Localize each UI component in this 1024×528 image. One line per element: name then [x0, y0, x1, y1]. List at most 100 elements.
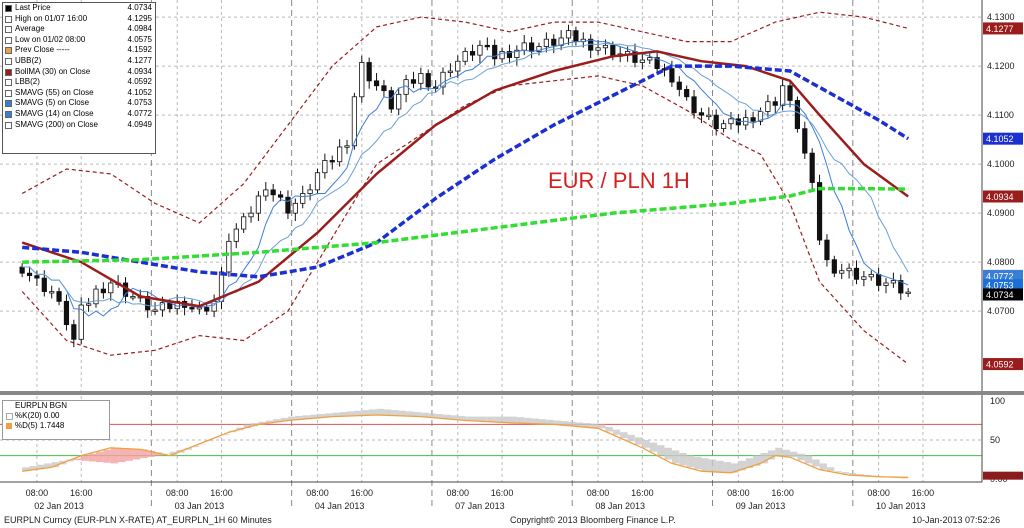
- x-tick-label: 08:00: [587, 488, 610, 498]
- k-label: %K(20): [15, 411, 42, 420]
- osc-fill: [243, 424, 252, 429]
- candle-body: [772, 101, 778, 106]
- osc-fill: [258, 421, 266, 425]
- day-label: 10 Jan 2013: [876, 501, 926, 511]
- osc-fill: [103, 449, 111, 463]
- osc-fill: [29, 466, 37, 471]
- x-tick-label: 08:00: [867, 488, 890, 498]
- osc-fill: [612, 429, 621, 435]
- series-line: [21, 11, 909, 224]
- candle-body: [816, 182, 823, 241]
- candle-body: [159, 302, 166, 311]
- legend-item: SMAVG (200) on Close 4.0949: [3, 120, 155, 131]
- candle-body: [831, 259, 837, 274]
- legend-value: 4.0949: [127, 119, 152, 129]
- osc-fill: [147, 450, 156, 457]
- day-label: 02 Jan 2013: [34, 501, 84, 511]
- candle-body: [905, 291, 911, 294]
- candle-body: [573, 30, 579, 43]
- legend-value: 4.0753: [127, 98, 152, 108]
- osc-value-tag: [983, 471, 1023, 480]
- x-tick-label: 08:00: [26, 488, 49, 498]
- price-tag-label: 4.1052: [986, 134, 1014, 144]
- osc-fill: [568, 421, 576, 426]
- candle-body: [189, 307, 195, 310]
- legend-item: SMAVG (5) on Close 4.0753: [3, 98, 155, 109]
- day-label: 09 Jan 2013: [736, 501, 786, 511]
- osc-fill: [302, 415, 311, 420]
- osc-fill: [716, 460, 724, 472]
- candle-body: [204, 307, 210, 312]
- osc-fill: [36, 464, 45, 470]
- osc-fill: [118, 448, 126, 463]
- candle-body: [300, 193, 306, 204]
- x-tick-label: 08:00: [166, 488, 189, 498]
- candle-body: [410, 79, 417, 84]
- candle-body: [868, 273, 874, 278]
- candle-body: [292, 202, 298, 214]
- candle-body: [469, 51, 476, 56]
- candle-body: [462, 51, 468, 62]
- d-value: 1.7448: [39, 421, 65, 430]
- osc-fill: [155, 452, 163, 456]
- osc-fill: [804, 455, 813, 464]
- candle-body: [418, 73, 424, 84]
- y-tick-label: 4.1200: [987, 61, 1015, 71]
- legend-label: BollMA (30) on Close: [15, 66, 91, 76]
- osc-tick-label: 50: [990, 435, 1000, 445]
- osc-fill: [849, 473, 857, 476]
- candle-body: [314, 172, 321, 191]
- legend-value: 4.1277: [127, 55, 152, 65]
- osc-fill: [88, 453, 96, 462]
- candle-body: [809, 152, 815, 183]
- osc-fill: [206, 440, 215, 442]
- osc-fill: [664, 447, 672, 460]
- candle-body: [684, 89, 690, 98]
- candle-body: [780, 85, 786, 106]
- legend-swatch: [5, 36, 12, 44]
- d-swatch: [6, 423, 12, 429]
- candle-body: [388, 90, 394, 110]
- x-tick-label: 16:00: [912, 488, 935, 498]
- osc-fill: [280, 417, 288, 422]
- osc-fill: [649, 442, 658, 452]
- candle-body: [233, 228, 239, 242]
- legend-value: 4.0984: [127, 24, 152, 34]
- candle-body: [610, 44, 616, 57]
- osc-fill: [110, 447, 119, 464]
- osc-fill: [339, 412, 348, 417]
- osc-fill: [834, 471, 842, 473]
- candle-body: [876, 273, 882, 286]
- candle-body: [529, 42, 535, 52]
- candle-body: [484, 44, 490, 48]
- candle-body: [108, 282, 114, 294]
- k-value: 0.00: [43, 411, 60, 420]
- candle-body: [839, 270, 845, 274]
- x-tick-label: 16:00: [351, 488, 374, 498]
- osc-fill: [863, 474, 872, 476]
- osc-fill: [598, 424, 606, 429]
- x-tick-label: 16:00: [491, 488, 514, 498]
- x-tick-label: 16:00: [70, 488, 93, 498]
- candle-body: [543, 38, 549, 47]
- osc-fill: [324, 413, 333, 418]
- legend-item: SMAVG (55) on Close 4.1052: [3, 88, 155, 99]
- x-tick-label: 08:00: [727, 488, 750, 498]
- osc-fill: [730, 463, 739, 473]
- osc-fill: [723, 462, 731, 473]
- candle-body: [373, 80, 380, 87]
- candle-body: [226, 240, 232, 273]
- osc-fill: [22, 467, 30, 472]
- osc-fill: [310, 414, 318, 419]
- osc-fill: [790, 451, 798, 458]
- osc-fill: [745, 458, 754, 469]
- footer-security: EURPLN Curncy (EUR-PLN X-RATE) AT_EURPLN…: [4, 515, 272, 525]
- osc-fill: [443, 414, 451, 419]
- candle-body: [41, 277, 47, 292]
- candle-body: [536, 46, 542, 52]
- legend-item: SMAVG (14) on Close 4.0772: [3, 109, 155, 120]
- osc-fill: [620, 432, 628, 439]
- osc-fill: [634, 437, 643, 445]
- candle-body: [595, 47, 601, 51]
